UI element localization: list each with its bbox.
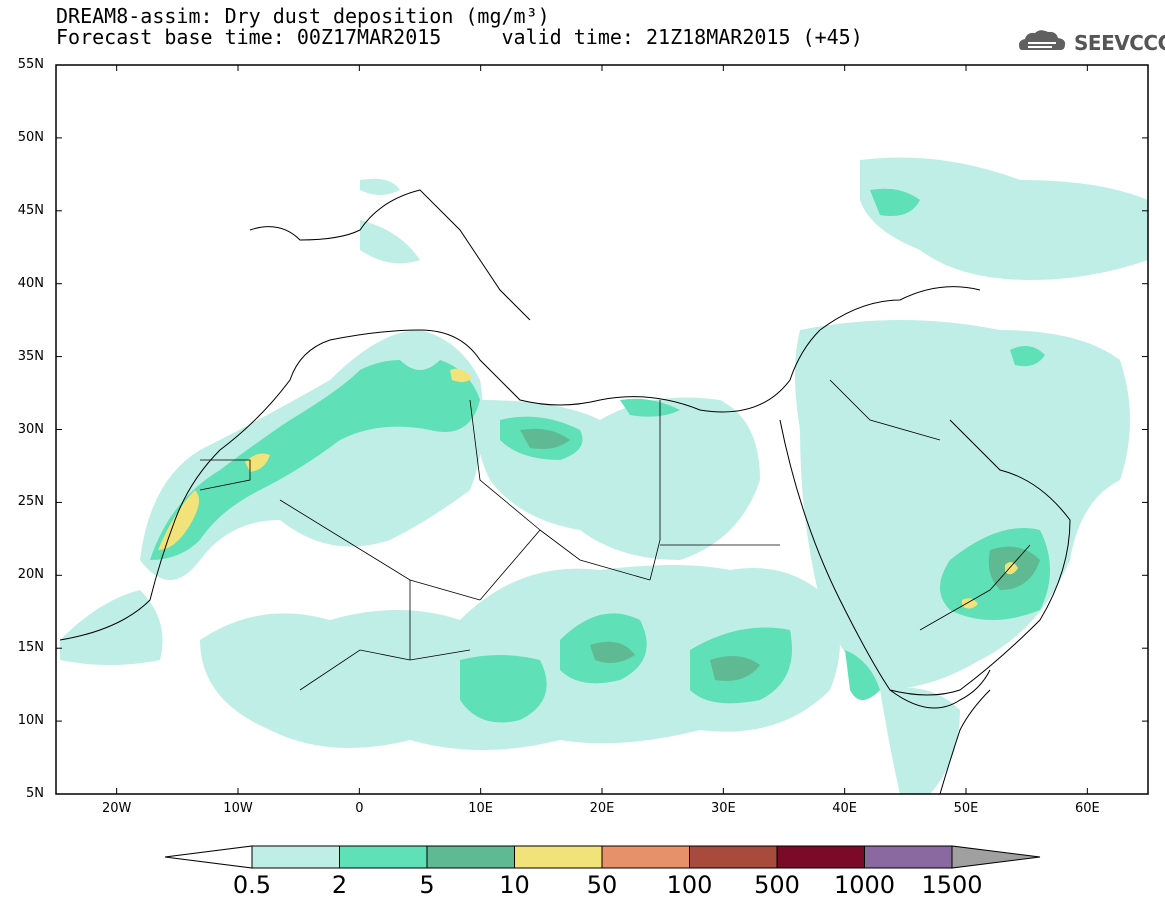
logo-text: SEEVCCC — [1074, 31, 1165, 55]
chart-title: DREAM8-assim: Dry dust deposition (mg/m³… — [56, 4, 550, 28]
lon-tick-label: 40E — [832, 801, 858, 816]
colorbar-segment — [864, 845, 953, 869]
lon-tick-label: 20W — [101, 801, 132, 816]
colorbar-max-arrow — [951, 845, 1041, 869]
colorbar-label: 2 — [331, 871, 348, 899]
colorbar-label: 100 — [666, 871, 713, 899]
lat-tick-label: 15N — [17, 640, 44, 656]
lon-tick-label: 30E — [710, 801, 736, 816]
colorbar-label: 50 — [586, 871, 618, 899]
colorbar-label: 500 — [754, 871, 800, 899]
colorbar-segment — [689, 845, 778, 869]
coastlines — [59, 189, 1071, 794]
lon-tick-label: 60E — [1074, 801, 1100, 816]
lat-tick-label: 35N — [17, 348, 44, 364]
colorbar-segment — [601, 845, 690, 869]
colorbar-min-arrow — [164, 845, 253, 869]
colorbar-segment — [426, 845, 515, 869]
colorbar — [164, 845, 1041, 869]
colorbar-label: 0.5 — [232, 871, 272, 899]
country-borders — [199, 379, 1031, 691]
lat-tick-label: 20N — [17, 567, 44, 583]
lat-tick-label: 10N — [17, 713, 44, 729]
colorbar-label: 1500 — [921, 871, 983, 899]
colorbar-segment — [776, 845, 865, 869]
lon-tick-label: 20E — [589, 801, 615, 816]
colorbar-label: 10 — [499, 871, 530, 899]
lat-tick-label: 5N — [26, 786, 44, 801]
lon-tick-label: 10W — [223, 801, 253, 816]
lon-tick-label: 50E — [953, 801, 979, 816]
chart-subtitle: Forecast base time: 00Z17MAR2015 valid t… — [56, 25, 863, 49]
colorbar-label: 5 — [419, 871, 435, 899]
colorbar-label: 1000 — [833, 871, 896, 899]
dust-deposition-shading — [60, 157, 1148, 794]
cloud-logo-icon — [1019, 30, 1066, 50]
lat-tick-label: 50N — [17, 129, 44, 145]
lat-tick-label: 45N — [17, 202, 44, 218]
lon-tick-label: 0 — [355, 801, 364, 816]
lat-tick-label: 25N — [17, 494, 44, 510]
colorbar-segment — [251, 845, 340, 869]
lat-tick-label: 30N — [17, 421, 44, 437]
lat-tick-label: 55N — [17, 57, 44, 72]
colorbar-segment — [339, 845, 428, 869]
lon-tick-label: 10E — [468, 801, 494, 816]
axis-ticks — [56, 64, 1148, 795]
lat-tick-label: 40N — [17, 275, 44, 291]
colorbar-segment — [514, 845, 603, 869]
